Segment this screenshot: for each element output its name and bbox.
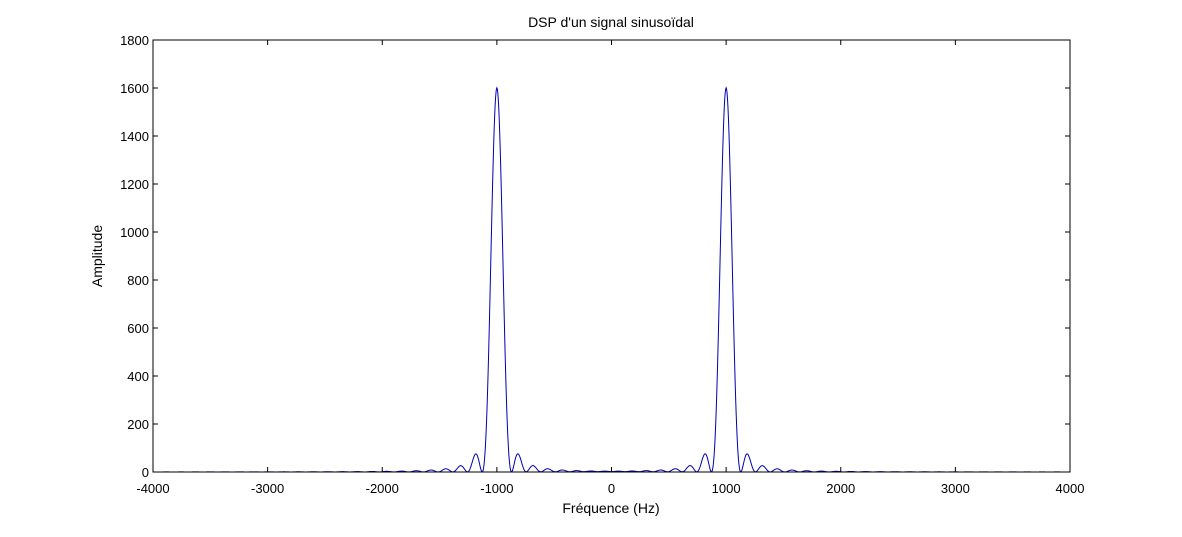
- y-tick-label: 200: [127, 417, 149, 432]
- x-tick-label: -2000: [366, 481, 399, 496]
- chart-title: DSP d'un signal sinusoïdal: [528, 14, 694, 30]
- x-tick-label: 0: [608, 481, 615, 496]
- y-tick-label: 1400: [120, 129, 149, 144]
- x-tick-label: 3000: [941, 481, 970, 496]
- plot-frame: [152, 39, 1071, 473]
- tick-layer: -4000 -3000 -2000 -1000 0 1000 2000 3000 4000 0 20…: [120, 33, 1084, 496]
- plot-background: [153, 40, 1070, 472]
- x-tick-label: 1000: [712, 481, 741, 496]
- y-tick-label: 0: [142, 465, 149, 480]
- x-tick-label: -4000: [136, 481, 169, 496]
- y-tick-label: 1000: [120, 225, 149, 240]
- y-tick-label: 1200: [120, 177, 149, 192]
- y-axis-label: Amplitude: [89, 225, 105, 287]
- x-tick-label: 2000: [826, 481, 855, 496]
- x-axis-label: Fréquence (Hz): [562, 500, 659, 516]
- y-tick-label: 1800: [120, 33, 149, 48]
- x-tick-label: -1000: [480, 481, 513, 496]
- y-tick-label: 800: [127, 273, 149, 288]
- y-tick-label: 400: [127, 369, 149, 384]
- x-tick-label: 4000: [1056, 481, 1085, 496]
- x-tick-label: -3000: [251, 481, 284, 496]
- y-tick-label: 600: [127, 321, 149, 336]
- y-tick-label: 1600: [120, 81, 149, 96]
